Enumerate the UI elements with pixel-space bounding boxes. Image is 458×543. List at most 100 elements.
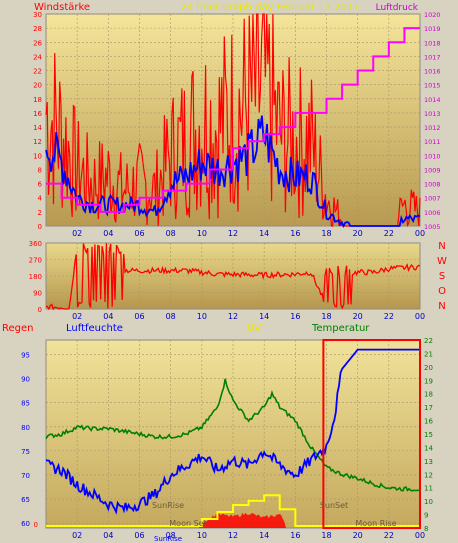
- direction-tick-label: 270: [29, 257, 42, 265]
- highlight-box: [322, 339, 421, 529]
- x-tick-label: 12: [228, 312, 238, 321]
- temperature-tick-label: 21: [424, 350, 433, 358]
- x-tick-label: 04: [103, 312, 113, 321]
- x-tick-label: 20: [353, 312, 363, 321]
- x-tick-label: 20: [353, 531, 363, 540]
- x-tick-label: 02: [72, 229, 82, 238]
- compass-label: W: [437, 256, 447, 267]
- sunset-label: SunSet: [320, 501, 348, 510]
- x-tick-label: 06: [134, 229, 144, 238]
- x-tick-label: 10: [197, 229, 207, 238]
- wind-tick-label: 22: [33, 68, 42, 76]
- x-tick-label: 14: [259, 531, 269, 540]
- humidity-tick-label: 70: [21, 472, 30, 480]
- wind-tick-label: 14: [33, 124, 42, 132]
- uv-line: [46, 494, 420, 527]
- wind-tick-label: 18: [33, 96, 42, 104]
- rain-title: Regen: [2, 323, 34, 334]
- wind-tick-label: 0: [38, 223, 42, 231]
- direction-tick-label: 90: [33, 290, 42, 298]
- humidity-tick-label: 90: [21, 376, 30, 384]
- x-tick-label: 00: [415, 531, 425, 540]
- pressure-line: [46, 27, 420, 213]
- x-tick-label: 18: [321, 312, 331, 321]
- humidity-tick-label: 65: [21, 496, 30, 504]
- x-tick-label: 06: [134, 312, 144, 321]
- wind-tick-label: 10: [33, 152, 42, 160]
- x-tick-label: 22: [384, 229, 394, 238]
- uv-title: UV: [247, 323, 261, 334]
- temperature-tick-label: 8: [424, 525, 428, 533]
- wind-tick-label: 24: [33, 53, 42, 61]
- humidity-tick-label: 85: [21, 400, 30, 408]
- sunrise-label: SunRise: [152, 501, 184, 510]
- wind-tick-label: 12: [33, 138, 42, 146]
- temperature-tick-label: 14: [424, 444, 433, 452]
- wind-tick-label: 16: [33, 110, 42, 118]
- temperature-tick-label: 9: [424, 512, 428, 520]
- temperature-tick-label: 18: [424, 391, 433, 399]
- pressure-tick-label: 1017: [424, 53, 441, 61]
- x-tick-label: 16: [290, 531, 300, 540]
- wind-tick-label: 30: [33, 11, 42, 19]
- x-tick-label: 02: [72, 531, 82, 540]
- pressure-tick-label: 1018: [424, 39, 441, 47]
- compass-label: O: [438, 286, 446, 297]
- direction-tick-label: 180: [29, 273, 42, 281]
- temperature-tick-label: 17: [424, 404, 433, 412]
- humidity-line: [45, 348, 420, 515]
- wind-tick-label: 20: [33, 82, 42, 90]
- x-tick-label: 00: [415, 229, 425, 238]
- x-tick-label: 22: [384, 531, 394, 540]
- humidity-title: Luftfeuchte: [66, 323, 123, 334]
- wind-tick-label: 2: [38, 209, 42, 217]
- direction-tick-label: 360: [29, 240, 42, 248]
- wind-axis-title: Windstärke: [34, 2, 90, 13]
- wind-tick-label: 4: [38, 195, 43, 203]
- pressure-tick-label: 1013: [424, 110, 441, 118]
- x-tick-label: 16: [290, 229, 300, 238]
- x-tick-label: 18: [321, 531, 331, 540]
- x-tick-label: 22: [384, 312, 394, 321]
- temperature-tick-label: 13: [424, 458, 433, 466]
- x-tick-label: 08: [166, 312, 176, 321]
- temperature-tick-label: 12: [424, 471, 433, 479]
- wind-tick-label: 28: [33, 25, 42, 33]
- x-tick-label: 10: [197, 312, 207, 321]
- compass-label: N: [438, 301, 445, 312]
- x-tick-label: 14: [259, 312, 269, 321]
- sunrise-marker: SunRise: [154, 535, 182, 543]
- temperature-tick-label: 15: [424, 431, 433, 439]
- pressure-tick-label: 1010: [424, 152, 441, 160]
- x-tick-label: 06: [134, 531, 144, 540]
- pressure-tick-label: 1007: [424, 195, 441, 203]
- temperature-tick-label: 11: [424, 485, 433, 493]
- x-tick-label: 00: [415, 312, 425, 321]
- pressure-tick-label: 1006: [424, 209, 441, 217]
- temperature-tick-label: 20: [424, 364, 433, 372]
- x-tick-label: 12: [228, 229, 238, 238]
- pressure-tick-label: 1012: [424, 124, 441, 132]
- pressure-tick-label: 1020: [424, 11, 441, 19]
- temperature-title: Temperatur: [311, 323, 370, 334]
- x-tick-label: 18: [321, 229, 331, 238]
- pressure-tick-label: 1016: [424, 68, 441, 76]
- pressure-tick-label: 1015: [424, 82, 441, 90]
- humidity-tick-label: 60: [21, 520, 30, 528]
- temperature-tick-label: 10: [424, 498, 433, 506]
- moonset-label: Moon Set: [169, 519, 206, 528]
- rain-tick-label: 0: [34, 521, 38, 529]
- pressure-axis-title: Luftdruck: [376, 3, 419, 13]
- x-tick-label: 08: [166, 229, 176, 238]
- x-tick-label: 04: [103, 531, 113, 540]
- compass-label: S: [439, 271, 445, 282]
- pressure-tick-label: 1011: [424, 138, 441, 146]
- temperature-tick-label: 19: [424, 377, 433, 385]
- temperature-tick-label: 22: [424, 337, 433, 345]
- x-tick-label: 14: [259, 229, 269, 238]
- temperature-line: [45, 378, 421, 492]
- x-tick-label: 04: [103, 229, 113, 238]
- wind-tick-label: 8: [38, 166, 42, 174]
- humidity-tick-label: 80: [21, 424, 30, 432]
- direction-line: [45, 243, 421, 311]
